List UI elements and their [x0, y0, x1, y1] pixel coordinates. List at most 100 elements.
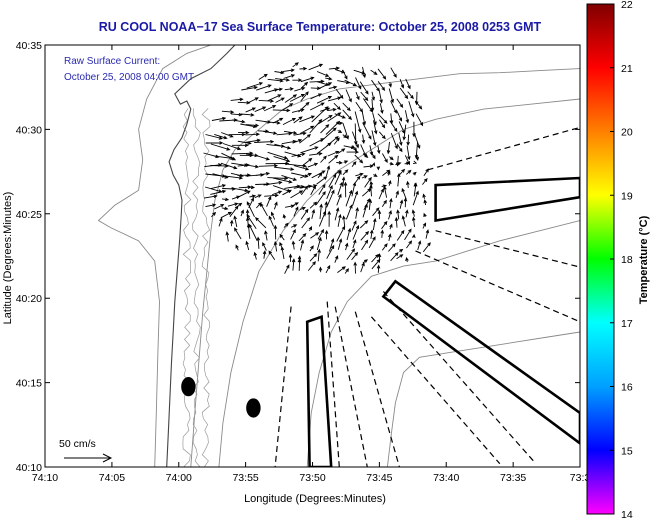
current-vector-arrow [362, 259, 369, 264]
current-vector-arrow [327, 150, 340, 157]
depth-contour-line [190, 68, 580, 467]
current-vector-arrow [360, 91, 369, 102]
current-vector-arrow [337, 213, 342, 227]
current-vector-arrow [406, 145, 411, 161]
current-vector-arrow [267, 94, 282, 102]
current-vector-arrow [337, 238, 343, 250]
current-vector-arrow [369, 180, 374, 188]
current-vector-arrow [307, 261, 316, 271]
current-vector-arrow [255, 154, 270, 161]
current-vector-arrow [343, 160, 349, 164]
dashed-region-line [326, 301, 340, 467]
current-vector-arrow [316, 71, 330, 77]
current-vector-arrow [291, 240, 296, 250]
current-vector-arrow [293, 131, 307, 136]
current-vector-arrow [311, 170, 326, 179]
colorbar-tick-label: 21 [621, 63, 633, 75]
x-tick-label: 73:40 [433, 472, 459, 484]
current-vector-arrow [285, 163, 308, 168]
current-vector-arrow [325, 165, 331, 177]
current-vector-arrow [263, 180, 283, 186]
current-vector-arrow [309, 201, 318, 209]
current-vector-arrow [282, 117, 297, 126]
current-vector-arrow [415, 113, 424, 127]
current-vector-arrow [388, 210, 392, 220]
current-vector-arrow [270, 211, 276, 220]
current-vector-arrow [221, 152, 237, 161]
current-vector-arrow [245, 164, 260, 169]
current-vector-arrow [342, 109, 352, 121]
current-vector-arrow [300, 91, 309, 102]
current-vector-arrow [258, 73, 268, 80]
current-vector-arrow [336, 193, 342, 206]
solid-region-outline [381, 279, 580, 446]
current-vector-arrow [360, 262, 365, 273]
current-vector-arrow [298, 101, 310, 113]
current-vector-arrow [328, 173, 337, 188]
current-vector-arrow [284, 94, 298, 103]
current-vector-arrow [273, 240, 278, 252]
current-vector-arrow [377, 253, 382, 263]
current-vector-arrow [361, 134, 366, 144]
current-vector-arrow [211, 211, 217, 218]
current-vector-arrow [342, 102, 351, 112]
current-vector-arrow [383, 185, 388, 198]
current-vector-arrow [299, 134, 312, 144]
current-vector-arrow [290, 224, 298, 228]
current-vector-arrow [406, 180, 410, 188]
current-vector-arrow [328, 238, 335, 252]
current-vector-arrow [401, 215, 406, 227]
current-vector-arrow [247, 97, 259, 104]
current-vector-arrow [405, 209, 409, 218]
current-vector-arrow [316, 81, 330, 87]
current-vector-arrow [254, 194, 262, 199]
colorbar-tick-label: 14 [621, 509, 633, 518]
current-vector-arrow [258, 99, 275, 103]
current-vector-arrow [315, 191, 326, 206]
dashed-region-line [334, 306, 368, 467]
current-vector-arrow [407, 91, 414, 100]
current-vector-arrow [361, 111, 367, 126]
current-vector-arrow [311, 208, 316, 219]
current-vector-arrow [245, 107, 257, 113]
colorbar-tick-label: 22 [621, 0, 633, 11]
current-vector-arrow [205, 203, 217, 208]
current-vector-arrow [246, 214, 257, 229]
current-vector-arrow [396, 110, 402, 122]
current-vector-arrow [309, 79, 325, 84]
current-vector-arrow [355, 92, 360, 101]
current-vector-arrow [230, 97, 244, 102]
current-vector-arrow [334, 170, 342, 175]
current-vector-arrow [316, 236, 322, 251]
current-vector-arrow [255, 171, 271, 176]
current-vector-arrow [310, 232, 320, 239]
current-vector-arrow [328, 85, 338, 90]
current-vector-arrow [327, 96, 342, 102]
current-vector-arrow [352, 190, 359, 206]
current-vector-arrow [341, 176, 346, 188]
current-vector-arrow [283, 130, 298, 135]
current-vector-arrow [405, 256, 409, 263]
current-vector-arrow [240, 113, 255, 117]
current-vector-arrow [221, 206, 229, 211]
current-vector-arrow [234, 227, 242, 240]
current-vector-arrow [220, 162, 238, 170]
current-vector-arrow [396, 229, 405, 241]
current-vector-arrow [381, 199, 387, 208]
blob-markers [181, 377, 261, 418]
current-vector-arrow [225, 231, 230, 242]
current-vector-arrow [274, 70, 285, 75]
current-vector-arrow [289, 94, 306, 102]
current-vector-arrow [334, 207, 340, 221]
current-vector-arrow [272, 87, 284, 92]
y-axis-ticks: 40:10 40:15 40:20 40:25 40:30 40:35 [16, 40, 580, 474]
current-vector-arrow [388, 233, 392, 241]
current-vector-arrow [290, 228, 296, 240]
current-vector-arrow [346, 248, 356, 260]
current-vector-arrow [210, 143, 231, 151]
current-vector-arrow [361, 175, 368, 179]
current-vector-arrow [283, 74, 296, 79]
current-vector-arrow [299, 125, 315, 134]
current-vector-arrow [381, 243, 388, 251]
